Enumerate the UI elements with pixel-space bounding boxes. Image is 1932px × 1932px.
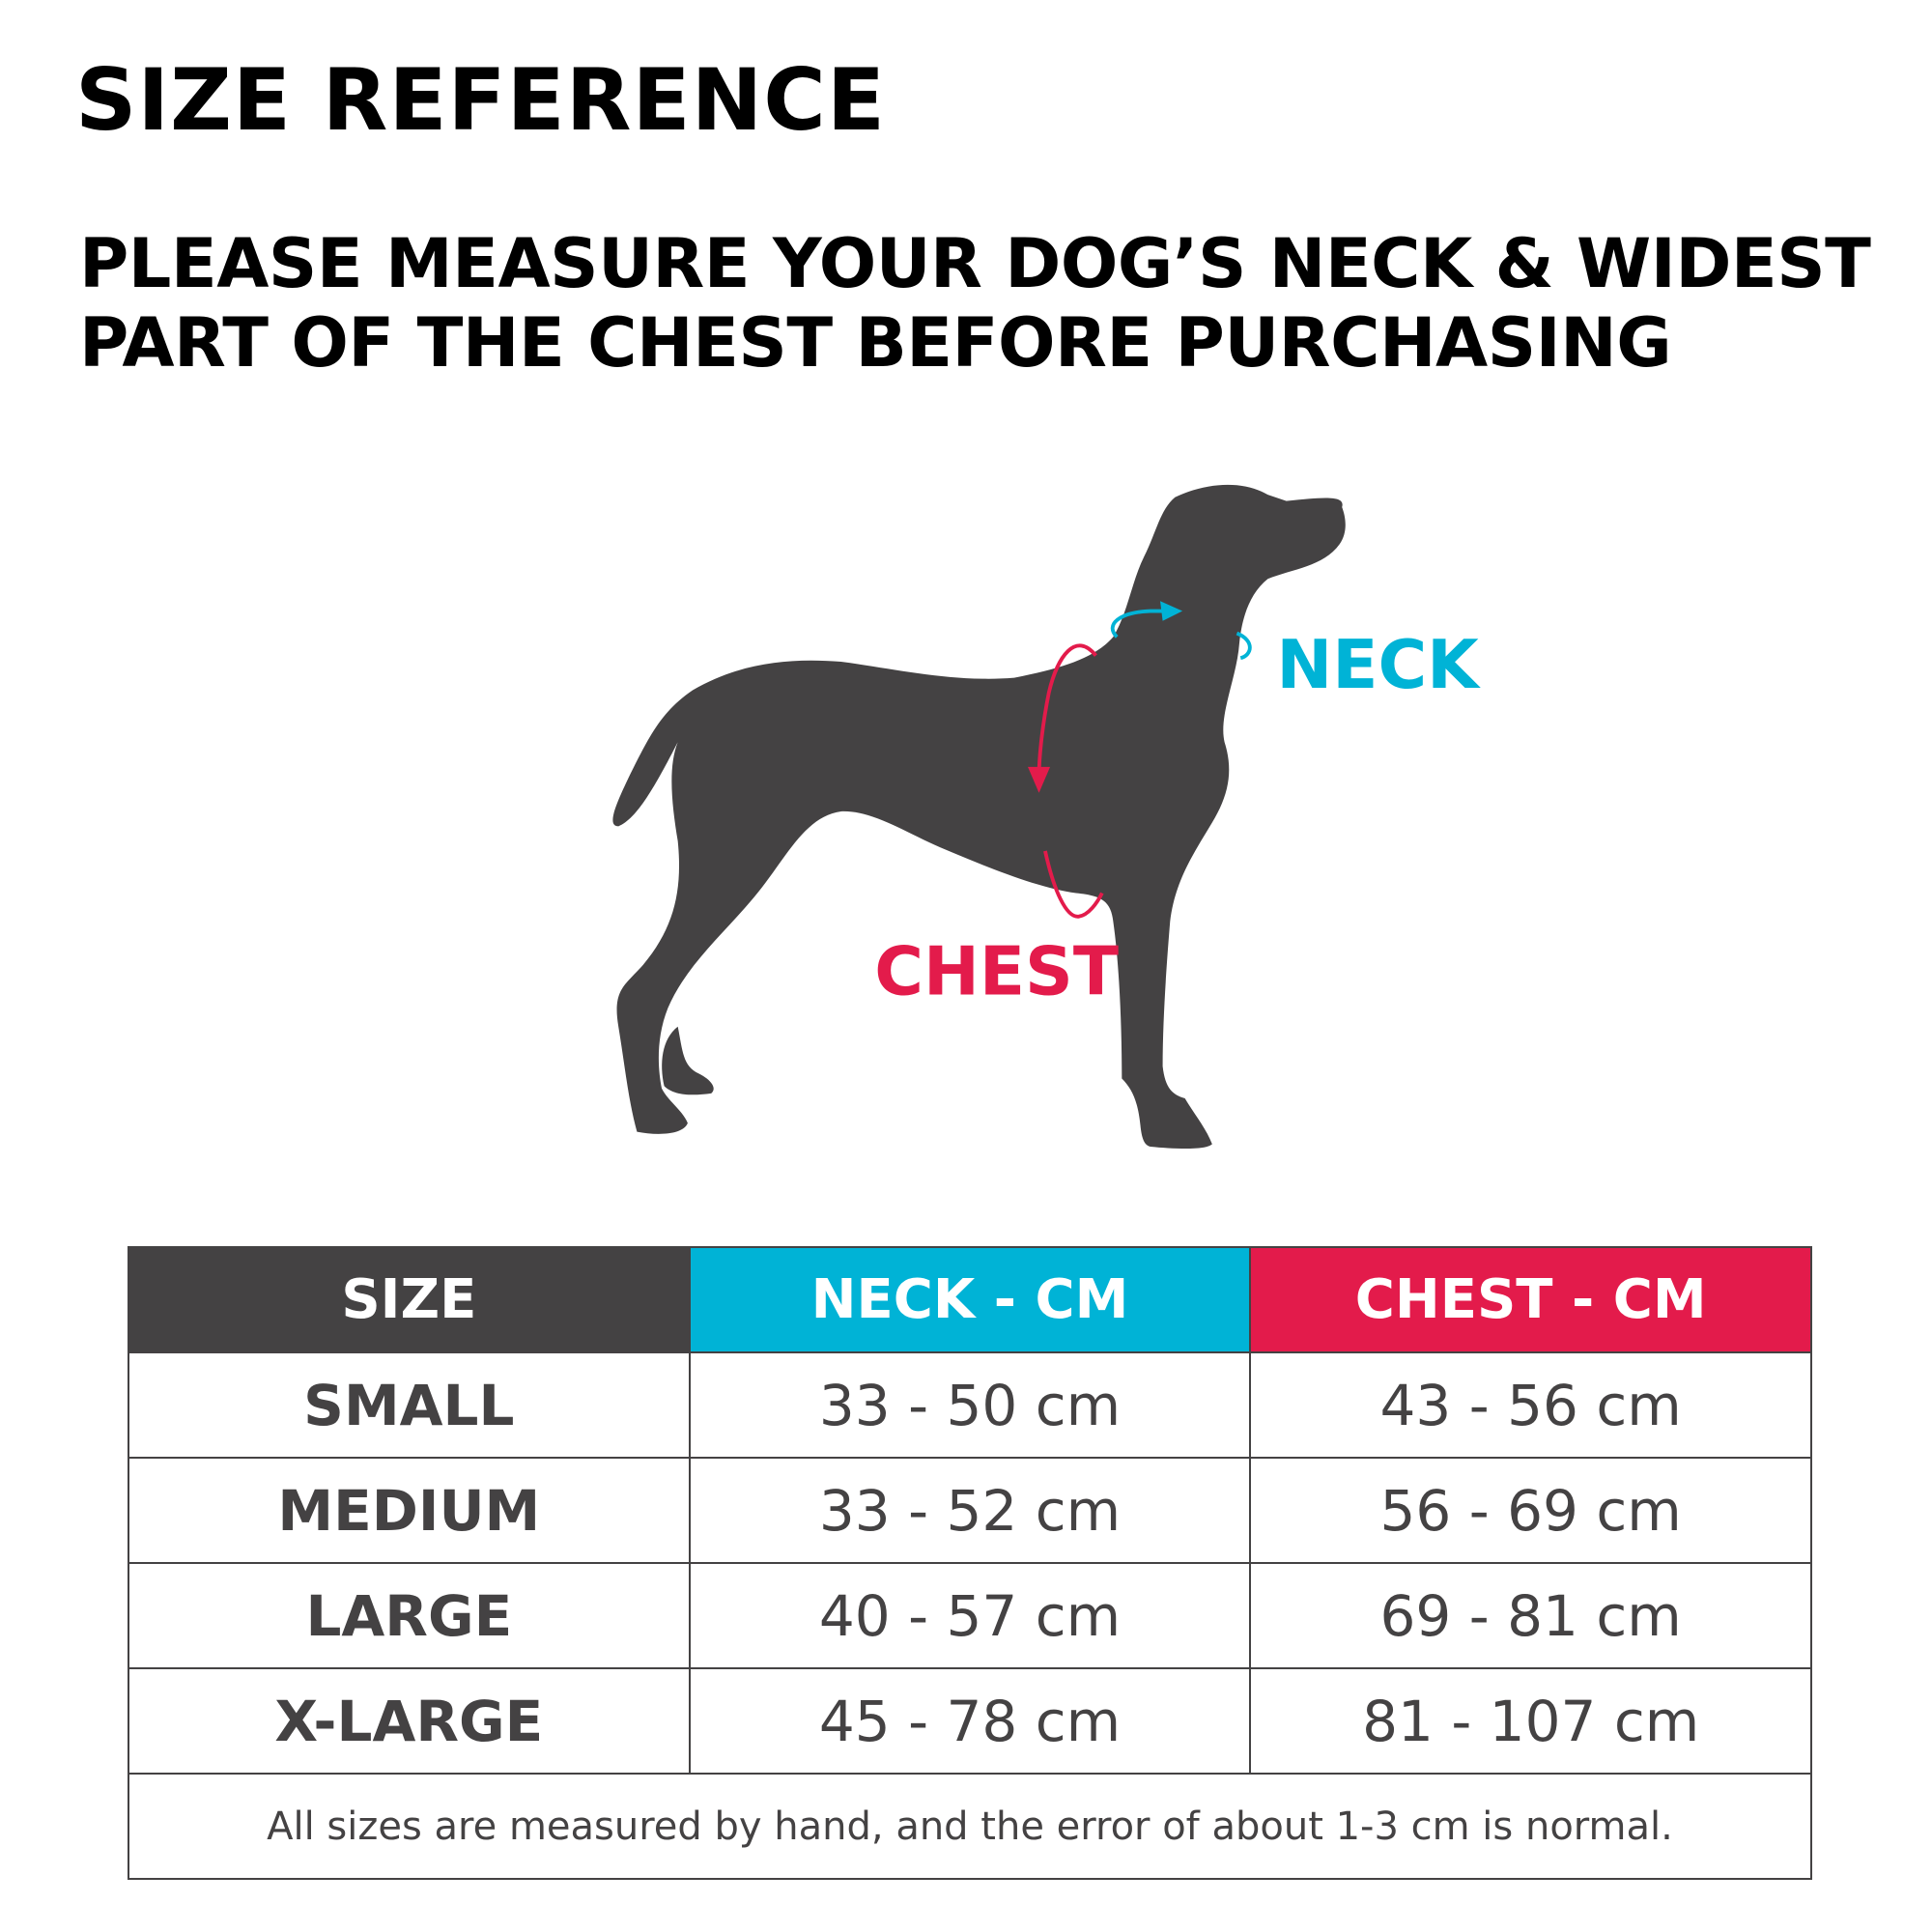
neck-label: NECK: [1276, 627, 1481, 704]
chest-label: CHEST: [874, 933, 1119, 1010]
neck-cell: 33 - 52 cm: [688, 1457, 1252, 1564]
dog-far-hind-leg: [662, 1026, 714, 1095]
footnote: All sizes are measured by hand, and the …: [128, 1773, 1812, 1880]
size-cell: MEDIUM: [128, 1457, 691, 1564]
table-row: X-LARGE 45 - 78 cm 81 - 107 cm: [128, 1667, 1812, 1775]
size-cell: X-LARGE: [128, 1667, 691, 1775]
neck-measure-arrow-icon: [1110, 609, 1252, 661]
table-footer-row: All sizes are measured by hand, and the …: [128, 1773, 1812, 1880]
table-row: MEDIUM 33 - 52 cm 56 - 69 cm: [128, 1457, 1812, 1564]
chest-measure-arrow-icon: [1037, 643, 1104, 919]
table-row: SMALL 33 - 50 cm 43 - 56 cm: [128, 1351, 1812, 1459]
chest-cell: 69 - 81 cm: [1249, 1562, 1812, 1669]
chest-arrowhead-icon: [1028, 766, 1051, 793]
header-neck: NECK - CM: [688, 1246, 1252, 1353]
neck-arrowhead-icon: [1160, 601, 1183, 621]
table-header-row: SIZE NECK - CM CHEST - CM: [128, 1246, 1812, 1353]
instructions: PLEASE MEASURE YOUR DOG’S NECK & WIDEST …: [79, 224, 1871, 383]
chest-cell: 43 - 56 cm: [1249, 1351, 1812, 1459]
neck-cell: 45 - 78 cm: [688, 1667, 1252, 1775]
header-chest: CHEST - CM: [1249, 1246, 1812, 1353]
chest-cell: 56 - 69 cm: [1249, 1457, 1812, 1564]
size-table: SIZE NECK - CM CHEST - CM SMALL 33 - 50 …: [128, 1246, 1812, 1880]
chest-cell: 81 - 107 cm: [1249, 1667, 1812, 1775]
size-cell: LARGE: [128, 1562, 691, 1669]
table-row: LARGE 40 - 57 cm 69 - 81 cm: [128, 1562, 1812, 1669]
header-size: SIZE: [128, 1246, 691, 1353]
neck-cell: 40 - 57 cm: [688, 1562, 1252, 1669]
size-cell: SMALL: [128, 1351, 691, 1459]
neck-cell: 33 - 50 cm: [688, 1351, 1252, 1459]
page-title: SIZE REFERENCE: [75, 50, 886, 150]
dog-silhouette: [612, 484, 1346, 1150]
